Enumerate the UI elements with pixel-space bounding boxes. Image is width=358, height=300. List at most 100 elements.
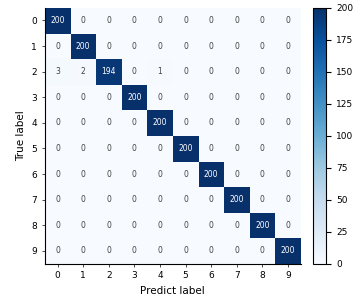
Text: 0: 0 <box>81 195 86 204</box>
Text: 0: 0 <box>234 118 239 127</box>
Text: 0: 0 <box>132 195 137 204</box>
Text: 0: 0 <box>209 93 214 102</box>
Text: 0: 0 <box>209 67 214 76</box>
Text: 0: 0 <box>286 195 290 204</box>
Text: 0: 0 <box>81 118 86 127</box>
Text: 0: 0 <box>260 16 265 25</box>
Text: 0: 0 <box>286 42 290 51</box>
Text: 0: 0 <box>81 246 86 255</box>
Text: 0: 0 <box>55 93 60 102</box>
Text: 0: 0 <box>286 144 290 153</box>
Text: 0: 0 <box>132 221 137 230</box>
Text: 0: 0 <box>183 221 188 230</box>
Text: 200: 200 <box>50 16 65 25</box>
Text: 0: 0 <box>106 195 111 204</box>
Text: 0: 0 <box>260 144 265 153</box>
Text: 0: 0 <box>209 144 214 153</box>
Text: 0: 0 <box>286 16 290 25</box>
Text: 0: 0 <box>260 118 265 127</box>
Text: 0: 0 <box>260 67 265 76</box>
Text: 0: 0 <box>81 144 86 153</box>
Text: 0: 0 <box>183 169 188 178</box>
Text: 194: 194 <box>102 67 116 76</box>
Text: 0: 0 <box>81 221 86 230</box>
Text: 0: 0 <box>106 169 111 178</box>
Text: 0: 0 <box>55 118 60 127</box>
Text: 0: 0 <box>55 144 60 153</box>
Text: 0: 0 <box>55 169 60 178</box>
Text: 0: 0 <box>55 221 60 230</box>
Text: 0: 0 <box>183 93 188 102</box>
Text: 0: 0 <box>158 169 163 178</box>
Text: 0: 0 <box>286 169 290 178</box>
Text: 0: 0 <box>234 67 239 76</box>
Text: 0: 0 <box>234 16 239 25</box>
Text: 0: 0 <box>106 221 111 230</box>
Text: 0: 0 <box>209 195 214 204</box>
Text: 0: 0 <box>158 195 163 204</box>
Text: 0: 0 <box>234 93 239 102</box>
Text: 200: 200 <box>255 221 270 230</box>
Text: 0: 0 <box>234 169 239 178</box>
Text: 0: 0 <box>132 67 137 76</box>
Text: 0: 0 <box>55 246 60 255</box>
Text: 0: 0 <box>209 42 214 51</box>
Text: 0: 0 <box>183 16 188 25</box>
Text: 0: 0 <box>55 42 60 51</box>
Text: 0: 0 <box>209 246 214 255</box>
Text: 0: 0 <box>286 93 290 102</box>
Text: 0: 0 <box>286 118 290 127</box>
Text: 0: 0 <box>183 42 188 51</box>
Text: 0: 0 <box>209 118 214 127</box>
Text: 200: 200 <box>178 144 193 153</box>
Text: 0: 0 <box>106 16 111 25</box>
Text: 0: 0 <box>132 16 137 25</box>
Text: 0: 0 <box>106 118 111 127</box>
Text: 0: 0 <box>106 42 111 51</box>
Text: 0: 0 <box>132 169 137 178</box>
Text: 0: 0 <box>183 118 188 127</box>
Text: 0: 0 <box>158 221 163 230</box>
Text: 0: 0 <box>55 195 60 204</box>
Text: 0: 0 <box>260 93 265 102</box>
Text: 0: 0 <box>183 195 188 204</box>
Text: 0: 0 <box>158 246 163 255</box>
Text: 0: 0 <box>81 169 86 178</box>
Text: 0: 0 <box>132 42 137 51</box>
Text: 0: 0 <box>260 42 265 51</box>
Text: 0: 0 <box>81 93 86 102</box>
Text: 0: 0 <box>260 169 265 178</box>
Text: 0: 0 <box>81 16 86 25</box>
Text: 0: 0 <box>106 144 111 153</box>
Text: 0: 0 <box>234 221 239 230</box>
Text: 0: 0 <box>106 246 111 255</box>
Text: 200: 200 <box>127 93 142 102</box>
Y-axis label: True label: True label <box>16 110 26 161</box>
Text: 200: 200 <box>204 169 218 178</box>
X-axis label: Predict label: Predict label <box>140 286 205 296</box>
Text: 0: 0 <box>132 118 137 127</box>
Text: 0: 0 <box>286 221 290 230</box>
Text: 0: 0 <box>158 42 163 51</box>
Text: 200: 200 <box>153 118 167 127</box>
Text: 0: 0 <box>158 93 163 102</box>
Text: 0: 0 <box>209 16 214 25</box>
Text: 0: 0 <box>260 195 265 204</box>
Text: 1: 1 <box>158 67 163 76</box>
Text: 0: 0 <box>106 93 111 102</box>
Text: 0: 0 <box>234 144 239 153</box>
Text: 3: 3 <box>55 67 60 76</box>
Text: 0: 0 <box>183 246 188 255</box>
Text: 0: 0 <box>234 246 239 255</box>
Text: 0: 0 <box>260 246 265 255</box>
Text: 0: 0 <box>158 16 163 25</box>
Text: 200: 200 <box>281 246 295 255</box>
Text: 0: 0 <box>158 144 163 153</box>
Text: 0: 0 <box>286 67 290 76</box>
Text: 0: 0 <box>234 42 239 51</box>
Text: 200: 200 <box>76 42 91 51</box>
Text: 0: 0 <box>132 144 137 153</box>
Text: 0: 0 <box>209 221 214 230</box>
Text: 0: 0 <box>132 246 137 255</box>
Text: 200: 200 <box>229 195 244 204</box>
